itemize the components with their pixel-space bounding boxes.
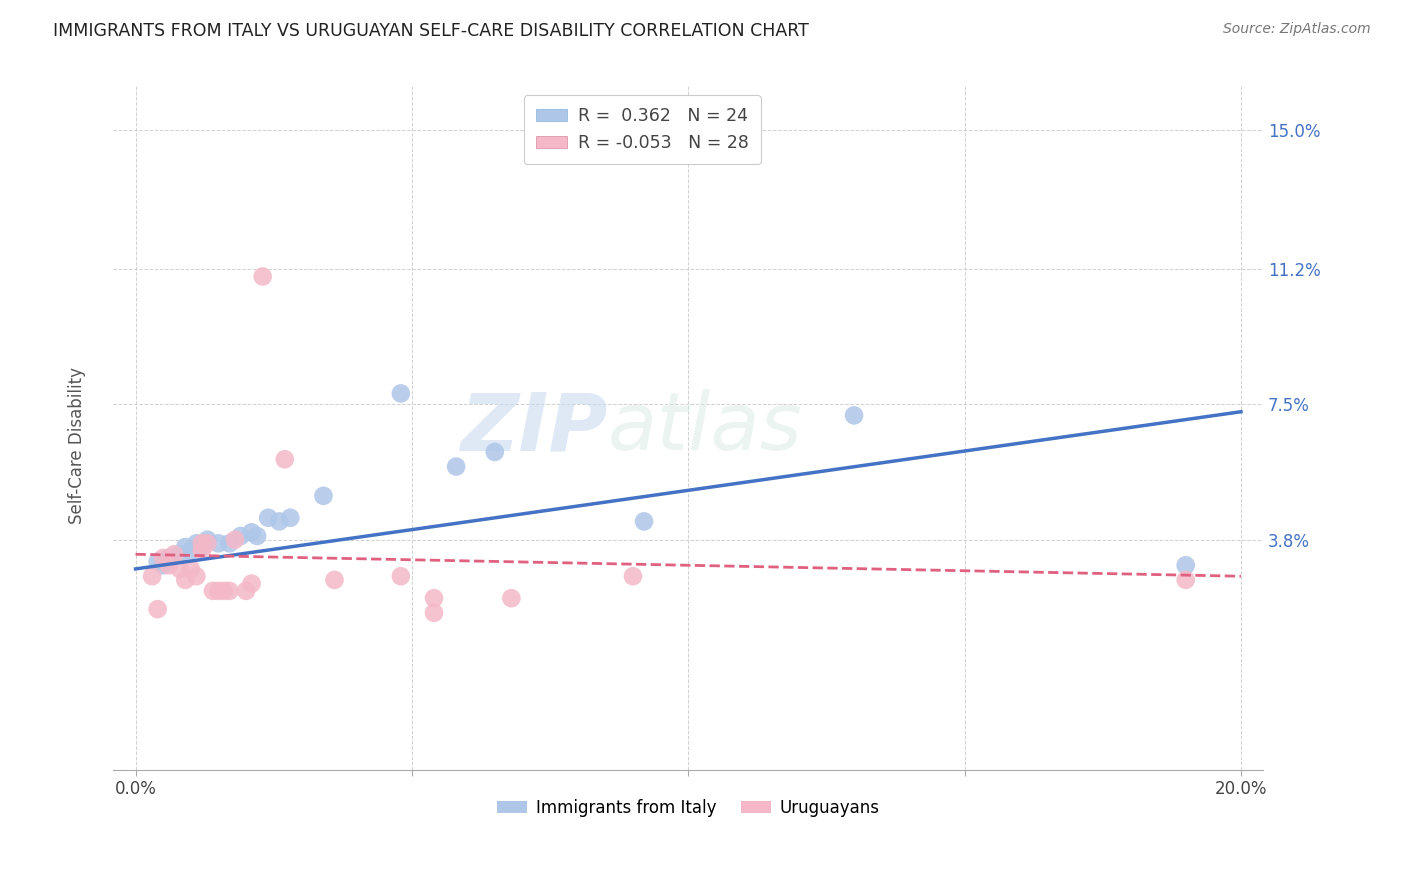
Point [207, 536, 229, 550]
Point [207, 583, 229, 598]
Point [152, 551, 174, 566]
Point [218, 583, 240, 598]
Point [169, 562, 191, 576]
Point [224, 533, 246, 547]
Point [842, 409, 865, 423]
Point [389, 569, 412, 583]
Point [157, 558, 180, 573]
Point [269, 515, 291, 529]
Text: ZIP: ZIP [460, 389, 607, 467]
Point [186, 536, 208, 550]
Point [274, 452, 297, 467]
Text: atlas: atlas [607, 389, 803, 467]
Point [240, 525, 263, 540]
Legend: Immigrants from Italy, Uruguayans: Immigrants from Italy, Uruguayans [491, 792, 886, 823]
Point [191, 543, 214, 558]
Point [157, 551, 180, 566]
Point [1174, 573, 1197, 587]
Point [312, 489, 335, 503]
Point [501, 591, 523, 606]
Point [169, 547, 191, 561]
Point [191, 540, 214, 554]
Point [633, 515, 655, 529]
Point [201, 583, 224, 598]
Point [180, 543, 202, 558]
Point [235, 583, 257, 598]
Point [141, 569, 163, 583]
Point [229, 529, 252, 543]
Text: Self-Care Disability: Self-Care Disability [69, 368, 86, 524]
Point [186, 569, 208, 583]
Point [323, 573, 346, 587]
Point [423, 591, 446, 606]
Point [278, 510, 301, 524]
Point [621, 569, 644, 583]
Point [1174, 558, 1197, 573]
Point [180, 562, 202, 576]
Point [444, 459, 467, 474]
Point [195, 536, 218, 550]
Point [240, 576, 263, 591]
Point [218, 536, 240, 550]
Point [423, 606, 446, 620]
Point [389, 386, 412, 401]
Point [174, 540, 197, 554]
Text: IMMIGRANTS FROM ITALY VS URUGUAYAN SELF-CARE DISABILITY CORRELATION CHART: IMMIGRANTS FROM ITALY VS URUGUAYAN SELF-… [53, 22, 810, 40]
Point [191, 536, 214, 550]
Point [146, 602, 169, 616]
Point [146, 555, 169, 569]
Point [152, 558, 174, 573]
Text: Source: ZipAtlas.com: Source: ZipAtlas.com [1223, 22, 1371, 37]
Point [163, 547, 186, 561]
Point [257, 510, 280, 524]
Point [212, 583, 235, 598]
Point [484, 445, 506, 459]
Point [246, 529, 269, 543]
Point [252, 269, 274, 284]
Point [195, 533, 218, 547]
Point [174, 573, 197, 587]
